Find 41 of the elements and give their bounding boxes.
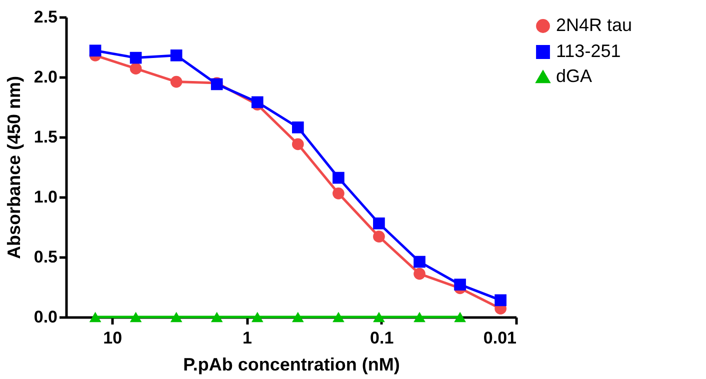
point bbox=[373, 217, 385, 230]
legend-label: dGA bbox=[556, 66, 592, 86]
point bbox=[170, 76, 182, 88]
point bbox=[130, 62, 142, 75]
point bbox=[251, 96, 264, 108]
x-axis-title: P.pAb concentration (nM) bbox=[183, 354, 400, 374]
point bbox=[373, 312, 385, 322]
y-axis-title: Absorbance (450 nm) bbox=[4, 76, 24, 260]
point bbox=[454, 278, 466, 291]
point bbox=[210, 312, 223, 322]
point bbox=[414, 312, 426, 322]
point bbox=[292, 138, 304, 150]
point bbox=[332, 172, 344, 184]
legend-label: 113-251 bbox=[556, 41, 621, 61]
point bbox=[170, 312, 182, 322]
legend-label: 2N4R tau bbox=[556, 15, 632, 35]
point bbox=[89, 312, 102, 322]
y-tick-label: 0.5 bbox=[34, 248, 58, 266]
y-tick-label: 1.5 bbox=[34, 128, 58, 146]
point bbox=[494, 294, 506, 306]
y-tick-label: 1.0 bbox=[34, 188, 58, 206]
point bbox=[292, 312, 304, 322]
point bbox=[89, 44, 102, 57]
y-tick-label: 2.0 bbox=[34, 68, 58, 86]
point bbox=[414, 256, 426, 268]
point bbox=[454, 312, 466, 322]
point bbox=[130, 52, 142, 64]
point bbox=[170, 49, 182, 62]
point bbox=[414, 268, 426, 280]
x-tick-label: 0.01 bbox=[483, 328, 516, 348]
point bbox=[332, 187, 344, 200]
y-tick-label: 0.0 bbox=[34, 308, 58, 326]
point bbox=[292, 121, 304, 134]
point bbox=[251, 312, 264, 322]
point bbox=[332, 312, 344, 322]
x-tick-label: 1 bbox=[242, 328, 252, 348]
point bbox=[373, 230, 385, 243]
x-tick-label: 0.1 bbox=[370, 328, 394, 348]
x-tick-label: 10 bbox=[103, 328, 122, 348]
y-tick-label: 2.5 bbox=[34, 8, 58, 26]
point bbox=[130, 312, 142, 322]
